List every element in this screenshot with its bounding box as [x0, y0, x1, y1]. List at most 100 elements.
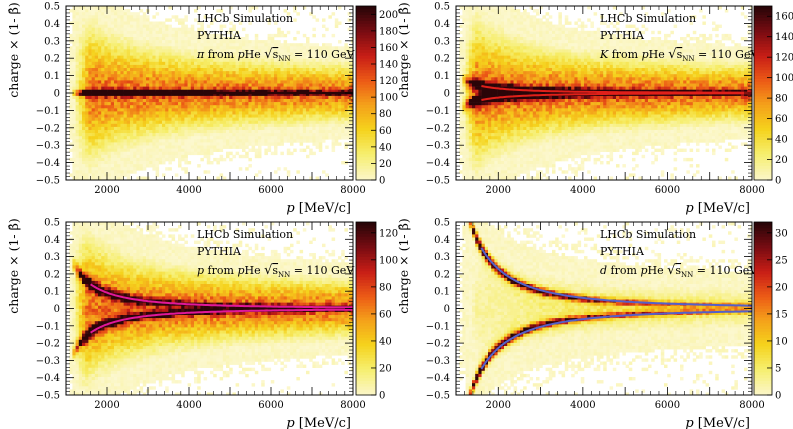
color-bar-step [754, 357, 772, 361]
color-bar-step [356, 308, 376, 312]
color-bar-step [754, 130, 772, 134]
generator-label: PYTHIA [197, 245, 242, 258]
color-bar-step [754, 262, 772, 266]
color-bar-step [356, 107, 376, 111]
color-bar-tick-label: 15 [775, 309, 788, 320]
color-bar-step [754, 351, 772, 356]
color-bar-step [356, 311, 376, 315]
color-bar-step [356, 145, 376, 149]
x-axis: 2000 4000 6000 8000 [73, 222, 366, 411]
color-bar-step [356, 299, 376, 304]
color-bar-step [754, 95, 772, 100]
color-bar-step [754, 250, 772, 255]
color-bar-step [754, 325, 772, 330]
color-bar-step [754, 305, 772, 309]
color-bar-step [356, 273, 376, 278]
color-bar-step [356, 72, 376, 76]
color-bar-step [356, 242, 376, 246]
color-bar-step [754, 317, 772, 321]
color-bar-tick-label: 60 [775, 114, 788, 125]
color-bar-step [754, 78, 772, 82]
color-bar-step [754, 222, 772, 226]
color-bar-tick-label: 20 [379, 363, 392, 374]
color-bar-step [754, 32, 772, 36]
color-bar-step [754, 328, 772, 332]
color-bar-step [356, 331, 376, 335]
color-bar-step [356, 139, 376, 143]
y-axis: −0.5 −0.4 −0.3 −0.2 −0.1 0 0.1 0.2 0.3 0.4 0.5 [36, 2, 353, 187]
color-bar-step [356, 374, 376, 379]
color-bar-step [754, 334, 772, 338]
color-bar-step [356, 351, 376, 356]
color-bar-step [356, 110, 376, 114]
color-bar-step [754, 247, 772, 252]
color-bar-tick-label: 20 [379, 159, 392, 170]
color-bar-step [754, 171, 772, 175]
color-bar-step [356, 247, 376, 252]
panel-top-left: −0.5−0.4−0.3−0.2−0.100.10.20.30.40.5 20 0 0… [6, 2, 398, 217]
color-bar-step [356, 35, 376, 39]
color-bar-step [754, 259, 772, 263]
color-bar-step [754, 233, 772, 237]
color-bar-step [754, 242, 772, 246]
generator-label: PYTHIA [197, 29, 242, 42]
color-bar-step [356, 271, 376, 275]
color-bar-step [754, 302, 772, 307]
color-bar-step [356, 153, 376, 158]
color-bar-step [754, 285, 772, 289]
panel-top-right: −0.5−0.4−0.3−0.2−0.100.10.20.30.40.52000… [396, 2, 793, 217]
color-bar-step [356, 343, 376, 347]
color-bar-step [754, 162, 772, 166]
color-bar-step [356, 291, 376, 295]
color-bar-step [754, 52, 772, 56]
color-bar-step [356, 84, 376, 88]
color-bar-step [754, 72, 772, 76]
color-bar-step [754, 153, 772, 158]
color-bar-step [356, 46, 376, 50]
y-tick-label: −0.4 [426, 158, 450, 169]
color-bar-step [754, 369, 772, 373]
color-bar-step [754, 236, 772, 240]
y-tick-label: −0.5 [426, 391, 450, 402]
color-bar-step [356, 325, 376, 330]
color-bar-step [356, 130, 376, 134]
color-bar-step [356, 165, 376, 169]
y-tick-label: 0 [444, 89, 450, 100]
color-bar-step [356, 148, 376, 152]
color-bar-step [356, 61, 376, 65]
color-bar-tick-label: 40 [379, 142, 392, 153]
y-axis-title: charge × (1- β̂) [6, 218, 21, 313]
color-bar-step [356, 239, 376, 243]
color-bar: 0 20 40 60 80 100 120 140 160 [753, 5, 793, 187]
color-bar-step [356, 142, 376, 146]
y-tick-label: 0.2 [44, 54, 60, 65]
color-bar-tick-label: 0 [775, 176, 781, 187]
color-bar-step [754, 380, 772, 384]
x-tick-label: 2000 [486, 185, 511, 196]
y-tick-label: −0.1 [36, 321, 60, 332]
color-bar-step [356, 282, 376, 286]
heatmap-cells [69, 6, 353, 180]
color-bar-step [356, 383, 376, 387]
color-bar-tick-label: 80 [775, 94, 788, 105]
color-bar-step [356, 314, 376, 318]
color-bar-step [754, 43, 772, 47]
color-bar-step [356, 233, 376, 237]
expected-curve-negative [90, 308, 353, 334]
color-bar: 0 20 40 60 80 100 120 [355, 221, 398, 402]
particle-label: d from pHe √sNN = 110 GeV [600, 263, 758, 279]
y-tick-label: −0.5 [36, 391, 60, 402]
color-bar-step [356, 294, 376, 298]
color-bar-step [356, 296, 376, 301]
color-bar-step [754, 345, 772, 350]
color-bar-step [356, 119, 376, 123]
color-bar-step [754, 245, 772, 249]
color-bar-tick-label: 160 [775, 12, 793, 23]
color-bar-tick-label: 40 [379, 336, 392, 347]
color-bar-step [754, 224, 772, 229]
color-bar-step [754, 322, 772, 327]
color-bar-tick-label: 0 [379, 176, 385, 187]
color-bar-step [356, 43, 376, 47]
color-bar-step [356, 265, 376, 269]
color-bar-step [356, 334, 376, 338]
